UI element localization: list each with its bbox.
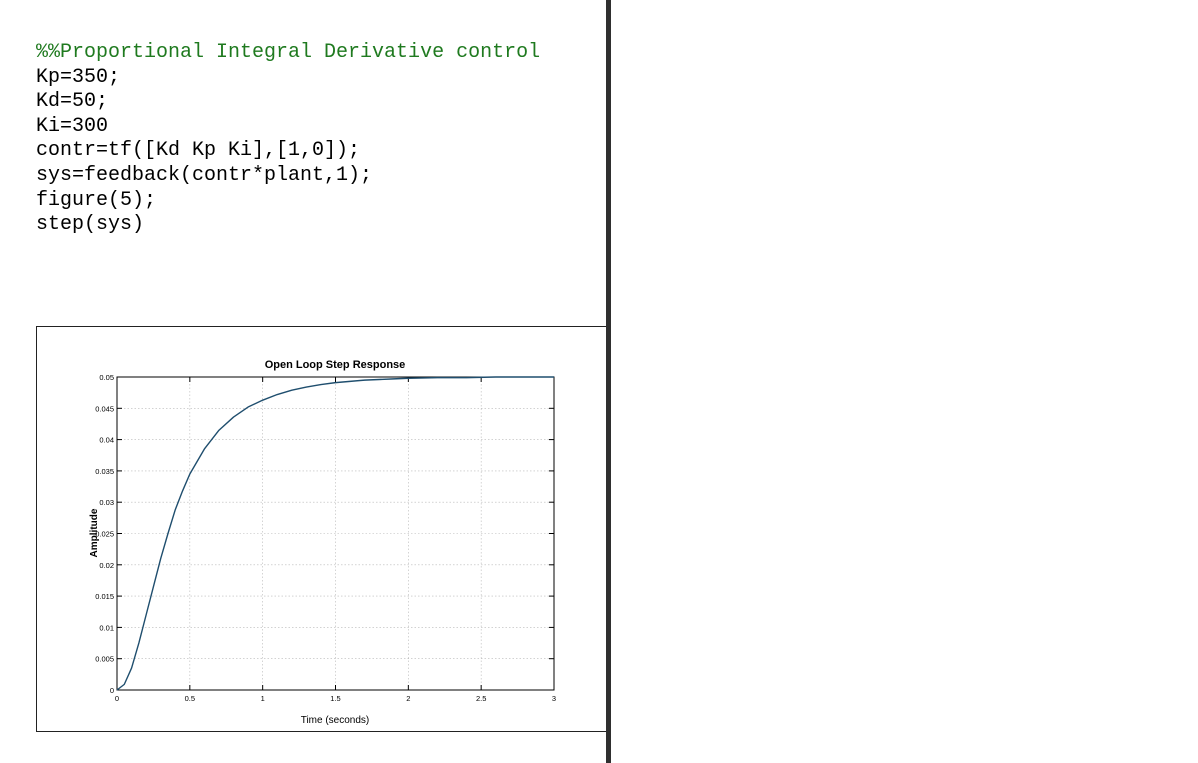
x-tick-label: 3 xyxy=(552,694,556,703)
x-tick-label: 2 xyxy=(406,694,410,703)
y-tick-label: 0.04 xyxy=(99,436,114,445)
y-tick-label: 0.035 xyxy=(95,467,114,476)
y-tick-label: 0.045 xyxy=(95,404,114,413)
code-line: %%Proportional Integral Derivative contr… xyxy=(36,41,541,64)
x-tick-label: 1.5 xyxy=(330,694,340,703)
figure-frame: 0 0.005 0.01 0.015 0.02 0.025 0.03 0.035 0.04 0.0… xyxy=(36,326,608,732)
tick-layer xyxy=(116,376,555,691)
chart-title: Open Loop Step Response xyxy=(265,359,406,371)
x-tick-label: 1 xyxy=(261,694,265,703)
pane-divider[interactable] xyxy=(606,0,611,763)
y-tick-label: 0.03 xyxy=(99,498,114,507)
step-response-chart: 0 0.005 0.01 0.015 0.02 0.025 0.03 0.035 0.04 0.0… xyxy=(89,359,556,726)
y-tick-label: 0.005 xyxy=(95,655,114,664)
code-listing: %%Proportional Integral Derivative contr… xyxy=(36,41,540,238)
x-tick-label: 0 xyxy=(115,694,119,703)
tick-label-layer: 0 0.005 0.01 0.015 0.02 0.025 0.03 0.035 0.04 0.0… xyxy=(95,373,556,703)
code-line: step(sys) xyxy=(36,213,145,237)
code-line: sys=feedback(contr*plant,1); xyxy=(36,163,373,187)
y-tick-label: 0 xyxy=(110,686,114,695)
code-line: contr=tf([Kd Kp Ki],[1,0]); xyxy=(36,139,361,163)
y-tick-label: 0.01 xyxy=(99,623,114,632)
code-line: Kp=350; xyxy=(36,65,121,89)
code-line: Ki=300 xyxy=(36,114,109,138)
y-tick-label: 0.015 xyxy=(95,592,114,601)
x-tick-label: 2.5 xyxy=(476,694,486,703)
y-tick-label: 0.05 xyxy=(99,373,114,382)
code-line: figure(5); xyxy=(36,188,157,212)
y-tick-label: 0.02 xyxy=(99,561,114,570)
x-tick-label: 0.5 xyxy=(185,694,195,703)
series-line xyxy=(116,376,554,691)
y-tick-label: 0.025 xyxy=(95,530,114,539)
series-layer xyxy=(116,376,554,691)
y-axis-label: Amplitude xyxy=(89,508,100,557)
code-line: Kd=50; xyxy=(36,90,109,114)
x-axis-label: Time (seconds) xyxy=(301,715,370,726)
grid-layer xyxy=(117,377,554,690)
